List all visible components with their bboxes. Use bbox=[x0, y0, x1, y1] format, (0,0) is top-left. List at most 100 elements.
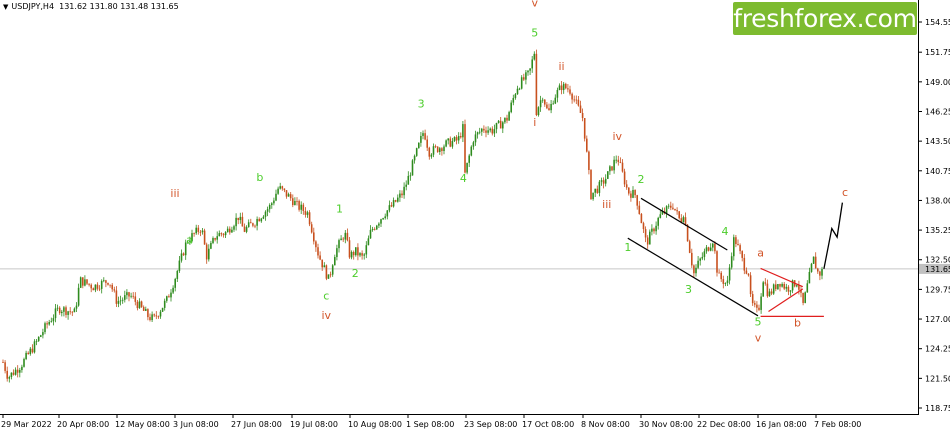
collapse-triangle-icon[interactable]: ▼ bbox=[3, 3, 9, 11]
triangle-upper-line bbox=[760, 267, 804, 288]
candle bbox=[756, 301, 758, 313]
candle bbox=[604, 174, 607, 187]
candle bbox=[50, 317, 53, 323]
wave-label: 4 bbox=[721, 225, 728, 238]
candle bbox=[376, 224, 378, 231]
candle bbox=[697, 256, 699, 269]
candle bbox=[37, 336, 40, 342]
candle bbox=[229, 226, 231, 235]
candle bbox=[300, 201, 302, 214]
candle bbox=[546, 102, 548, 110]
candle bbox=[745, 267, 748, 275]
candle bbox=[359, 252, 361, 258]
candle bbox=[693, 264, 695, 278]
y-tick-label: 129.75 bbox=[925, 285, 950, 294]
candle bbox=[472, 140, 475, 150]
candle bbox=[672, 203, 674, 211]
candle bbox=[810, 262, 813, 273]
candle bbox=[592, 192, 594, 201]
candle bbox=[289, 192, 292, 201]
candle bbox=[233, 224, 235, 232]
candle bbox=[100, 279, 103, 294]
candle bbox=[187, 240, 189, 245]
candle bbox=[254, 224, 256, 229]
candle bbox=[73, 307, 76, 313]
candle bbox=[581, 108, 584, 122]
candle bbox=[712, 242, 714, 252]
candle bbox=[33, 339, 36, 354]
candle bbox=[651, 224, 653, 236]
candle bbox=[737, 239, 739, 246]
candle bbox=[787, 285, 790, 296]
y-tick-label: 138.00 bbox=[925, 196, 950, 205]
candle bbox=[373, 227, 376, 231]
candle bbox=[243, 223, 246, 233]
x-tick-label: 27 Jun 08:00 bbox=[231, 420, 282, 429]
brand-logo: freshforex.com bbox=[733, 2, 917, 35]
candle bbox=[201, 228, 204, 235]
candle bbox=[327, 274, 330, 279]
candle bbox=[470, 145, 473, 157]
candle bbox=[401, 190, 403, 198]
candle bbox=[506, 114, 508, 124]
candle bbox=[678, 210, 680, 220]
candle bbox=[768, 288, 771, 297]
candle bbox=[617, 155, 620, 166]
candle bbox=[226, 226, 229, 233]
candle bbox=[75, 302, 78, 313]
candle bbox=[14, 367, 17, 376]
candle bbox=[445, 139, 447, 148]
candle bbox=[630, 190, 632, 202]
candle bbox=[724, 282, 727, 287]
candle bbox=[808, 267, 811, 284]
candle bbox=[772, 283, 775, 295]
candle bbox=[588, 150, 590, 175]
candle bbox=[655, 221, 657, 235]
candle bbox=[302, 202, 305, 215]
candle bbox=[638, 201, 641, 215]
candle bbox=[27, 351, 29, 355]
candle bbox=[273, 197, 275, 206]
candle bbox=[369, 225, 372, 239]
x-tick-label: 23 Sep 08:00 bbox=[464, 420, 517, 429]
candle bbox=[264, 210, 267, 221]
y-tick-label: 121.50 bbox=[925, 374, 950, 383]
candle bbox=[58, 306, 61, 315]
wave-label: iii bbox=[170, 187, 179, 200]
candle bbox=[670, 201, 672, 211]
candle bbox=[134, 292, 137, 306]
wave-label: iv bbox=[612, 130, 622, 143]
candle bbox=[720, 271, 722, 282]
candle bbox=[325, 264, 328, 281]
candle bbox=[355, 247, 357, 257]
candle bbox=[77, 283, 80, 307]
candle bbox=[449, 136, 452, 148]
ohlc-values: 131.62 131.80 131.48 131.65 bbox=[59, 2, 179, 11]
candle bbox=[294, 197, 296, 206]
channel-upper-line bbox=[640, 197, 728, 251]
candle bbox=[21, 364, 23, 373]
candle bbox=[529, 68, 531, 75]
candle bbox=[510, 100, 512, 114]
candle bbox=[766, 279, 769, 298]
candle bbox=[812, 256, 815, 264]
candle bbox=[573, 95, 575, 103]
candle bbox=[527, 70, 529, 76]
candle bbox=[575, 95, 578, 105]
triangle-lower-line bbox=[768, 288, 804, 313]
x-axis: 29 Mar 2022 20 Apr 08:00 12 May 08:00 3 Jun… bbox=[1, 414, 861, 429]
candle bbox=[52, 314, 55, 326]
candle bbox=[132, 292, 134, 299]
x-tick-label: 10 Aug 08:00 bbox=[348, 420, 402, 429]
candle bbox=[208, 244, 210, 262]
wave-label: ii bbox=[558, 60, 564, 73]
candle bbox=[346, 228, 349, 242]
candle bbox=[747, 273, 750, 277]
candle bbox=[535, 49, 538, 117]
candle bbox=[250, 218, 252, 224]
candle bbox=[466, 162, 468, 175]
candle bbox=[516, 85, 519, 95]
candle bbox=[281, 185, 284, 191]
candle bbox=[682, 215, 685, 223]
